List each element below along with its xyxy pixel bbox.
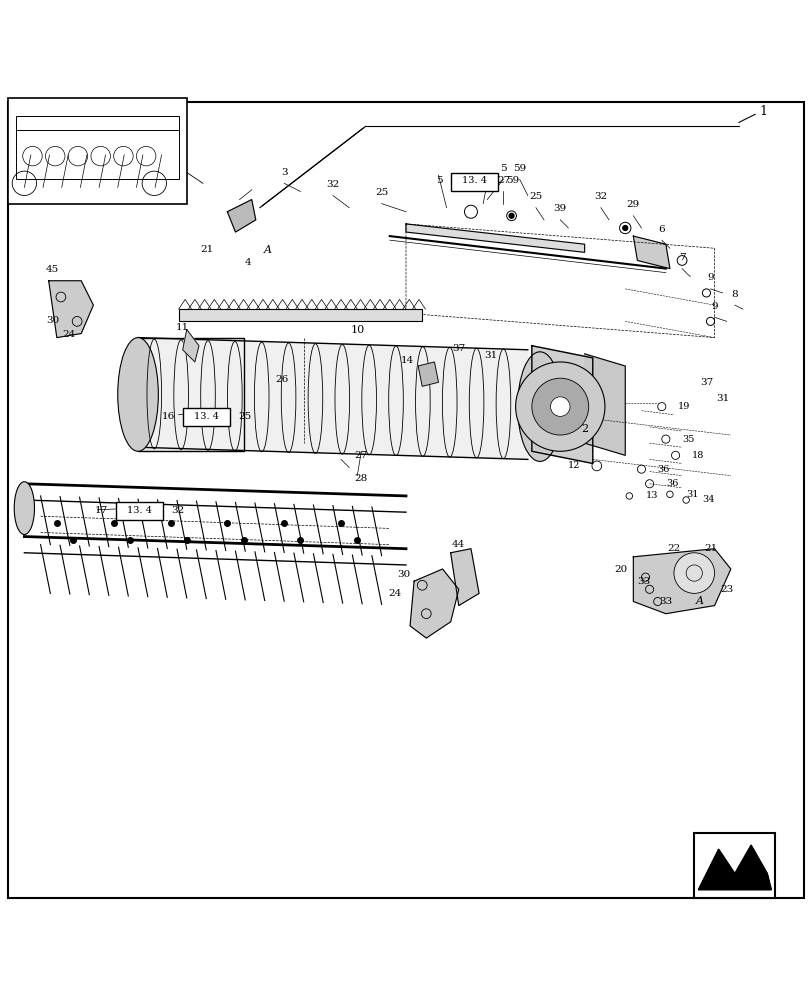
Bar: [178, 309, 422, 321]
Text: 34: 34: [702, 495, 714, 504]
Bar: [116, 502, 163, 520]
Polygon shape: [633, 236, 669, 269]
Circle shape: [515, 362, 604, 451]
Text: 31: 31: [484, 351, 497, 360]
Text: 23: 23: [719, 585, 732, 594]
Text: 16: 16: [161, 412, 174, 421]
Circle shape: [673, 553, 714, 593]
Polygon shape: [406, 224, 584, 252]
Text: 36: 36: [657, 465, 669, 474]
Polygon shape: [138, 338, 527, 459]
Polygon shape: [584, 354, 624, 455]
Circle shape: [550, 397, 569, 416]
Text: 5: 5: [500, 164, 506, 173]
Text: 27: 27: [496, 176, 509, 185]
Text: 24: 24: [388, 589, 401, 598]
Ellipse shape: [14, 482, 34, 535]
Text: 33: 33: [637, 577, 650, 586]
Polygon shape: [182, 329, 199, 362]
Text: 7: 7: [678, 253, 684, 262]
Text: 17: 17: [95, 506, 108, 515]
Bar: [16, 116, 178, 179]
Text: 33: 33: [659, 597, 672, 606]
Circle shape: [622, 226, 627, 230]
Text: 37: 37: [452, 344, 465, 353]
Text: 31: 31: [685, 490, 697, 499]
Polygon shape: [227, 200, 255, 232]
Text: 9: 9: [706, 273, 713, 282]
Text: 32: 32: [171, 506, 184, 515]
Text: 39: 39: [553, 204, 566, 213]
Text: 59: 59: [505, 176, 518, 185]
Polygon shape: [697, 845, 770, 890]
Polygon shape: [418, 362, 438, 386]
Text: 25: 25: [238, 412, 251, 421]
Text: 25: 25: [375, 188, 388, 197]
Text: 14: 14: [401, 356, 414, 365]
Circle shape: [531, 378, 588, 435]
Polygon shape: [450, 549, 478, 606]
Text: 1: 1: [758, 105, 766, 118]
Text: 5: 5: [436, 176, 442, 185]
Bar: [8, 98, 187, 204]
Text: 11: 11: [176, 323, 189, 332]
Text: 21: 21: [703, 544, 716, 553]
Bar: [182, 408, 230, 426]
Text: 30: 30: [46, 316, 59, 325]
Text: 25: 25: [529, 192, 542, 201]
Text: 24: 24: [62, 330, 75, 339]
Text: 13: 13: [645, 491, 657, 500]
Text: 2: 2: [581, 424, 587, 434]
Text: 29: 29: [626, 200, 639, 209]
Text: 37: 37: [699, 378, 712, 387]
Text: 19: 19: [677, 402, 689, 411]
Text: 8: 8: [731, 290, 737, 299]
Text: 10: 10: [350, 325, 364, 335]
Text: 13. 4: 13. 4: [461, 176, 486, 185]
Text: 45: 45: [46, 265, 59, 274]
Polygon shape: [138, 338, 243, 451]
Text: 30: 30: [397, 570, 410, 579]
Text: 31: 31: [715, 394, 728, 403]
Ellipse shape: [118, 338, 158, 451]
Text: 32: 32: [326, 180, 339, 189]
Text: 3: 3: [281, 168, 287, 177]
Text: 35: 35: [681, 435, 693, 444]
Polygon shape: [531, 346, 592, 463]
Text: 4: 4: [244, 258, 251, 267]
Text: 59: 59: [513, 164, 526, 173]
Text: 12: 12: [568, 461, 580, 470]
Text: 20: 20: [614, 565, 627, 574]
Text: 27: 27: [354, 451, 367, 460]
Text: 26: 26: [275, 375, 288, 384]
Polygon shape: [410, 569, 458, 638]
Text: A: A: [695, 596, 703, 606]
Polygon shape: [49, 281, 93, 338]
Text: 9: 9: [710, 302, 717, 311]
Text: 6: 6: [658, 225, 664, 234]
Circle shape: [508, 213, 513, 218]
Text: 36: 36: [665, 479, 677, 488]
Text: 28: 28: [354, 474, 367, 483]
Bar: [693, 833, 775, 898]
Text: 13. 4: 13. 4: [194, 412, 218, 421]
Text: A: A: [264, 245, 272, 255]
Text: 44: 44: [452, 540, 465, 549]
Text: 21: 21: [200, 245, 213, 254]
Text: 18: 18: [691, 451, 703, 460]
Text: 22: 22: [667, 544, 680, 553]
Polygon shape: [633, 549, 730, 614]
Text: 32: 32: [594, 192, 607, 201]
Bar: [450, 173, 497, 191]
Text: 13. 4: 13. 4: [127, 506, 152, 515]
Ellipse shape: [517, 352, 562, 461]
